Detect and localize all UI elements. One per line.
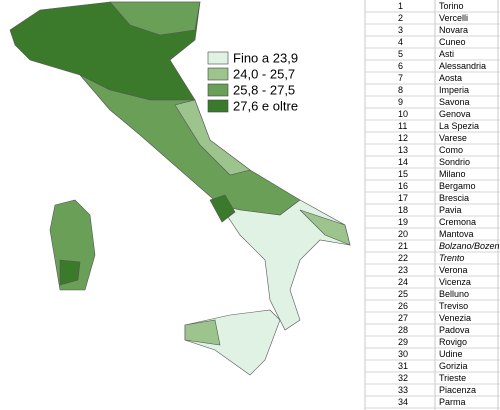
row-name: Trento (439, 253, 464, 263)
row-name: Asti (439, 49, 454, 59)
legend-label: 27,6 e oltre (233, 98, 298, 113)
row-name: Cuneo (439, 37, 466, 47)
row-number: 20 (398, 229, 408, 239)
region-campania (209, 194, 236, 223)
row-number: 19 (398, 217, 408, 227)
row-name: Gorizia (439, 361, 468, 371)
row-number: 12 (398, 133, 408, 143)
row-name: Vicenza (439, 277, 471, 287)
row-number: 15 (398, 169, 408, 179)
row-name: Como (439, 145, 463, 155)
row-number: 25 (398, 289, 408, 299)
region-sicily-west (184, 319, 221, 346)
row-number: 23 (398, 265, 408, 275)
legend-swatch (207, 83, 229, 97)
row-name: Trieste (439, 373, 466, 383)
row-name: Milano (439, 169, 466, 179)
row-name: Parma (439, 397, 466, 407)
legend: Fino a 23,924,0 - 25,725,8 - 27,527,6 e … (207, 50, 298, 113)
row-number: 27 (398, 313, 408, 323)
row-number: 1 (398, 1, 403, 11)
row-name: Vercelli (439, 13, 468, 23)
row-name: Mantova (439, 229, 474, 239)
row-name: Cremona (439, 217, 476, 227)
row-number: 6 (398, 61, 403, 71)
region-center-east (174, 99, 251, 176)
table: 1 Torino 2 Vercelli 3 Novara 4 Cuneo 5 Asti 6 Aless… (364, 0, 500, 410)
row-name: Novara (439, 25, 468, 35)
legend-swatch (207, 51, 229, 65)
row-name: Padova (439, 325, 470, 335)
row-name: Aosta (439, 73, 462, 83)
row-number: 28 (398, 325, 408, 335)
row-number: 8 (398, 85, 403, 95)
row-name: Savona (439, 97, 470, 107)
row-name: Genova (439, 109, 471, 119)
row-name: Venezia (439, 313, 471, 323)
region-south (219, 199, 351, 331)
row-number: 34 (398, 397, 408, 407)
row-number: 9 (398, 97, 403, 107)
row-name: Treviso (439, 301, 468, 311)
row-number: 24 (398, 277, 408, 287)
row-name: Brescia (439, 193, 469, 203)
legend-label: 25,8 - 27,5 (233, 82, 295, 97)
legend-label: 24,0 - 25,7 (233, 66, 295, 81)
row-number: 13 (398, 145, 408, 155)
row-name: Rovigo (439, 337, 467, 347)
row-number: 4 (398, 37, 403, 47)
row-name: Udine (439, 349, 463, 359)
region-puglia (299, 209, 351, 246)
legend-swatch (207, 67, 229, 81)
row-number: 16 (398, 181, 408, 191)
row-number: 31 (398, 361, 408, 371)
row-name: Imperia (439, 85, 469, 95)
row-name: La Spezia (439, 121, 479, 131)
row-number: 18 (398, 205, 408, 215)
row-number: 26 (398, 301, 408, 311)
row-name: Verona (439, 265, 468, 275)
region-sicily (184, 309, 281, 376)
legend-label: Fino a 23,9 (233, 50, 298, 65)
row-number: 32 (398, 373, 408, 383)
row-number: 22 (398, 253, 408, 263)
row-name: Piacenza (439, 385, 476, 395)
row-name: Belluno (439, 289, 469, 299)
row-number: 21 (398, 241, 408, 251)
row-number: 3 (398, 25, 403, 35)
legend-swatch (207, 99, 229, 113)
row-name: Pavia (439, 205, 462, 215)
row-name: Bolzano/Bozen (439, 241, 500, 251)
row-number: 5 (398, 49, 403, 59)
row-number: 30 (398, 349, 408, 359)
row-name: Varese (439, 133, 467, 143)
row-name: Torino (439, 1, 464, 11)
row-number: 11 (398, 121, 407, 131)
row-number: 2 (398, 13, 403, 23)
region-north-alps (109, 1, 201, 36)
row-name: Sondrio (439, 157, 470, 167)
row-number: 17 (398, 193, 408, 203)
row-number: 14 (398, 157, 408, 167)
row-name: Alessandria (439, 61, 486, 71)
row-name: Bergamo (439, 181, 476, 191)
region-sardinia-south (59, 259, 81, 286)
map (9, 1, 351, 376)
row-number: 29 (398, 337, 408, 347)
row-number: 33 (398, 385, 408, 395)
row-number: 10 (398, 109, 408, 119)
row-number: 7 (398, 73, 403, 83)
